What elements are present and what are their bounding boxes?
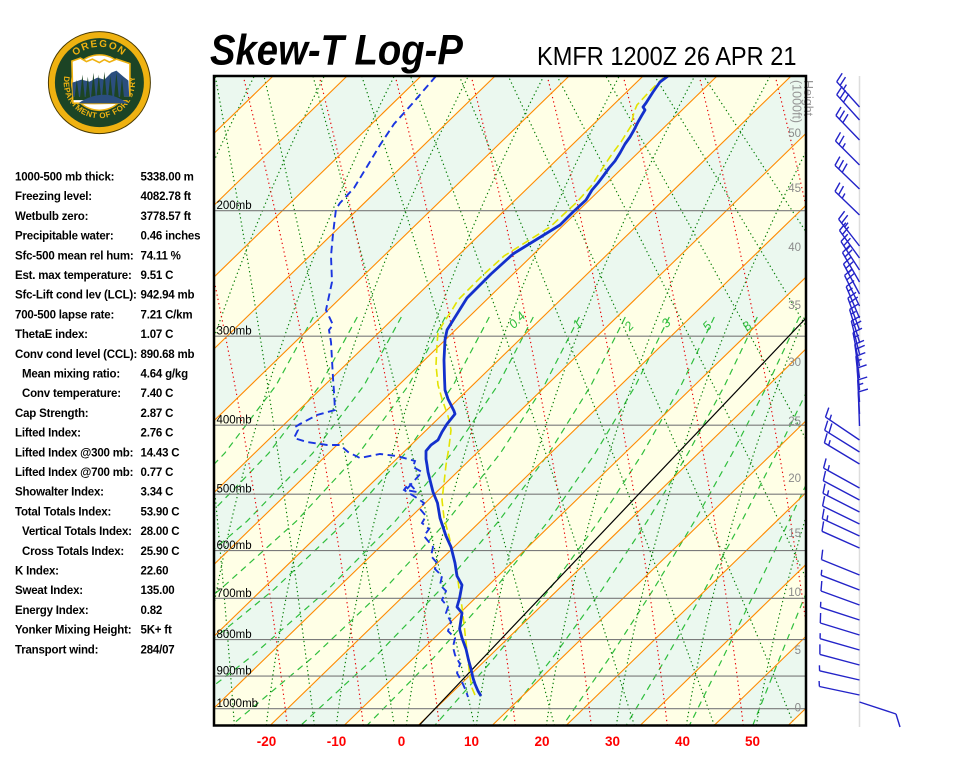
svg-text:20: 20: [788, 473, 801, 485]
svg-text:KMFR 1200Z 26 APR 21: KMFR 1200Z 26 APR 21: [537, 43, 796, 71]
svg-text:Lifted Index:: Lifted Index:: [15, 428, 81, 440]
svg-text:25.90 C: 25.90 C: [141, 546, 180, 558]
svg-text:50: 50: [788, 128, 801, 140]
svg-text:-10: -10: [327, 734, 347, 749]
svg-text:Yonker Mixing Height:: Yonker Mixing Height:: [15, 625, 131, 637]
svg-text:-20: -20: [257, 734, 277, 749]
svg-text:0: 0: [795, 703, 801, 715]
svg-text:Sweat Index:: Sweat Index:: [15, 585, 83, 597]
svg-text:Wetbulb zero:: Wetbulb zero:: [15, 211, 88, 223]
svg-text:(1000ft): (1000ft): [790, 80, 804, 123]
svg-text:20: 20: [534, 734, 549, 749]
svg-text:30: 30: [788, 357, 801, 369]
svg-text:22.60: 22.60: [141, 566, 169, 578]
svg-text:0.77 C: 0.77 C: [141, 467, 174, 479]
svg-text:Energy Index:: Energy Index:: [15, 605, 88, 617]
svg-text:5338.00 m: 5338.00 m: [141, 172, 194, 184]
svg-text:Lifted Index @700 mb:: Lifted Index @700 mb:: [15, 467, 133, 479]
svg-text:7.21 C/km: 7.21 C/km: [141, 309, 193, 321]
svg-text:942.94 mb: 942.94 mb: [141, 290, 195, 302]
svg-text:40: 40: [675, 734, 690, 749]
svg-text:Skew-T Log-P: Skew-T Log-P: [210, 26, 464, 75]
svg-text:Lifted Index @300 mb:: Lifted Index @300 mb:: [15, 447, 133, 459]
svg-text:2.76 C: 2.76 C: [141, 428, 174, 440]
svg-text:Height: Height: [801, 80, 815, 117]
svg-text:53.90 C: 53.90 C: [141, 506, 180, 518]
svg-text:K Index:: K Index:: [15, 566, 59, 578]
svg-text:500mb: 500mb: [217, 484, 252, 496]
svg-text:400mb: 400mb: [217, 415, 252, 427]
svg-text:1000-500 mb thick:: 1000-500 mb thick:: [15, 172, 114, 184]
svg-text:135.00: 135.00: [141, 585, 175, 597]
svg-text:10: 10: [464, 734, 479, 749]
svg-text:Sfc-Lift cond lev (LCL):: Sfc-Lift cond lev (LCL):: [15, 290, 137, 302]
svg-text:45: 45: [788, 183, 801, 195]
svg-text:700mb: 700mb: [217, 588, 252, 600]
svg-text:4082.78 ft: 4082.78 ft: [141, 191, 192, 203]
svg-text:Total Totals Index:: Total Totals Index:: [15, 506, 111, 518]
svg-text:Est. max temperature:: Est. max temperature:: [15, 270, 132, 282]
svg-text:Sfc-500 mean rel hum:: Sfc-500 mean rel hum:: [15, 250, 134, 262]
svg-text:300mb: 300mb: [217, 326, 252, 338]
svg-text:2.87 C: 2.87 C: [141, 408, 174, 420]
svg-text:3778.57 ft: 3778.57 ft: [141, 211, 192, 223]
svg-text:600mb: 600mb: [217, 540, 252, 552]
svg-text:Conv temperature:: Conv temperature:: [22, 388, 121, 400]
svg-text:15: 15: [788, 528, 801, 540]
svg-text:900mb: 900mb: [217, 666, 252, 678]
svg-text:25: 25: [788, 416, 801, 428]
svg-text:284/07: 284/07: [141, 644, 175, 656]
svg-text:890.68 mb: 890.68 mb: [141, 349, 195, 361]
svg-text:0: 0: [398, 734, 406, 749]
svg-text:Cap Strength:: Cap Strength:: [15, 408, 88, 420]
svg-text:ThetaE index:: ThetaE index:: [15, 329, 88, 341]
svg-text:700-500 lapse rate:: 700-500 lapse rate:: [15, 309, 114, 321]
svg-text:35: 35: [788, 300, 801, 312]
svg-text:30: 30: [605, 734, 620, 749]
svg-text:1.07 C: 1.07 C: [141, 329, 174, 341]
svg-text:1000mb: 1000mb: [217, 698, 259, 710]
svg-text:74.11 %: 74.11 %: [141, 250, 181, 262]
svg-text:3.34 C: 3.34 C: [141, 487, 174, 499]
svg-text:800mb: 800mb: [217, 629, 252, 641]
svg-text:5K+ ft: 5K+ ft: [141, 625, 172, 637]
svg-text:0.82: 0.82: [141, 605, 163, 617]
svg-text:14.43 C: 14.43 C: [141, 447, 180, 459]
svg-text:28.00 C: 28.00 C: [141, 526, 180, 538]
svg-text:5: 5: [795, 645, 801, 657]
svg-text:4.64 g/kg: 4.64 g/kg: [141, 369, 189, 381]
svg-text:Freezing level:: Freezing level:: [15, 191, 92, 203]
svg-text:Transport wind:: Transport wind:: [15, 644, 98, 656]
svg-text:7.40 C: 7.40 C: [141, 388, 174, 400]
svg-text:40: 40: [788, 242, 801, 254]
svg-text:Conv cond level (CCL):: Conv cond level (CCL):: [15, 349, 137, 361]
svg-text:9.51 C: 9.51 C: [141, 270, 174, 282]
svg-text:Precipitable water:: Precipitable water:: [15, 231, 113, 243]
svg-text:200mb: 200mb: [217, 200, 252, 212]
svg-text:10: 10: [788, 587, 801, 599]
svg-text:0.46 inches: 0.46 inches: [141, 231, 201, 243]
svg-text:50: 50: [745, 734, 760, 749]
svg-text:Showalter Index:: Showalter Index:: [15, 487, 104, 499]
svg-text:Cross Totals Index:: Cross Totals Index:: [22, 546, 124, 558]
svg-text:Mean mixing ratio:: Mean mixing ratio:: [22, 369, 120, 381]
svg-text:Vertical Totals Index:: Vertical Totals Index:: [22, 526, 132, 538]
